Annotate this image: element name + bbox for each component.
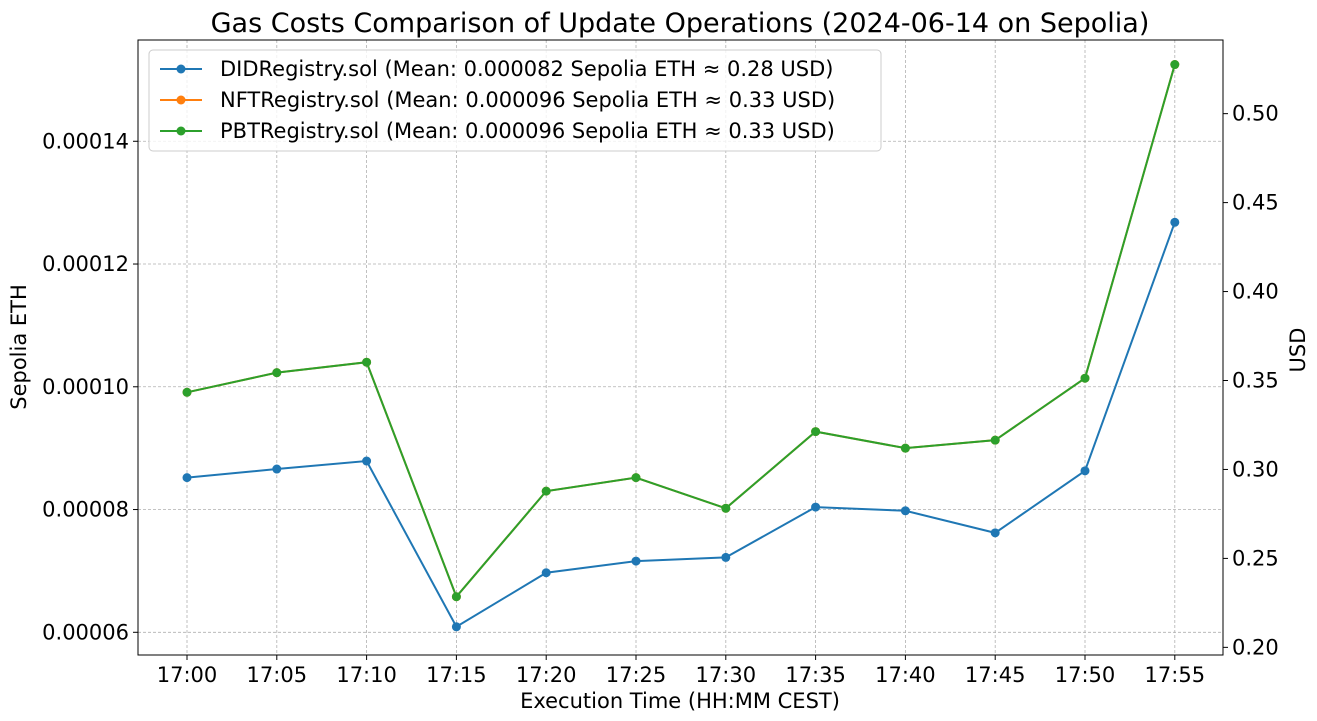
legend-box	[148, 49, 882, 152]
legend-entry: PBTRegistry.sol (Mean: 0.000096 Sepolia …	[160, 119, 835, 143]
legend-marker	[176, 126, 186, 136]
x-tick-label: 17:15	[426, 663, 487, 687]
series-2	[182, 60, 1180, 602]
legend-label: NFTRegistry.sol (Mean: 0.000096 Sepolia …	[220, 88, 835, 112]
x-tick-label: 17:55	[1145, 663, 1206, 687]
x-tick-label: 17:20	[516, 663, 577, 687]
data-point	[990, 528, 1000, 538]
data-point	[541, 568, 551, 578]
data-point	[451, 592, 461, 602]
data-point	[811, 502, 821, 512]
data-point	[182, 473, 192, 483]
series-lines	[182, 60, 1180, 632]
legend-entry: NFTRegistry.sol (Mean: 0.000096 Sepolia …	[160, 88, 835, 112]
y2-tick-label: 0.30	[1232, 457, 1279, 481]
x-tick-label: 17:10	[336, 663, 397, 687]
data-point	[1080, 373, 1090, 383]
legend-entry: DIDRegistry.sol (Mean: 0.000082 Sepolia …	[160, 57, 834, 81]
x-tick-label: 17:00	[157, 663, 218, 687]
data-point	[900, 443, 910, 453]
data-point	[272, 464, 282, 474]
y2-tick-label: 0.20	[1232, 635, 1279, 659]
legend-label: DIDRegistry.sol (Mean: 0.000082 Sepolia …	[220, 57, 834, 81]
data-point	[362, 357, 372, 367]
x-axis-label: Execution Time (HH:MM CEST)	[520, 689, 840, 713]
x-tick-label: 17:30	[696, 663, 757, 687]
y-tick-label: 0.00008	[42, 498, 129, 522]
y-tick-label: 0.00014	[42, 129, 129, 153]
data-point	[721, 503, 731, 513]
x-tick-label: 17:40	[875, 663, 936, 687]
data-point	[990, 435, 1000, 445]
y-axis-ticks: 0.00006 0.00008 0.00010 0.00012 0.00014	[42, 129, 138, 644]
y-tick-label: 0.00010	[42, 375, 129, 399]
x-tick-label: 17:45	[965, 663, 1026, 687]
data-point	[362, 456, 372, 466]
data-point	[721, 552, 731, 562]
data-point	[451, 622, 461, 632]
series-0	[182, 217, 1180, 632]
y2-tick-label: 0.40	[1232, 280, 1279, 304]
x-tick-label: 17:50	[1055, 663, 1116, 687]
x-tick-label: 17:35	[785, 663, 846, 687]
legend-label: PBTRegistry.sol (Mean: 0.000096 Sepolia …	[220, 119, 835, 143]
data-point	[1080, 466, 1090, 476]
x-tick-label: 17:25	[606, 663, 667, 687]
data-point	[182, 387, 192, 397]
data-point	[631, 556, 641, 566]
y-tick-label: 0.00006	[42, 620, 129, 644]
y2-axis-label: USD	[1286, 328, 1310, 373]
series-line	[186, 221, 1176, 629]
y2-axis-ticks: 0.20 0.25 0.30 0.35 0.40 0.45 0.50	[1223, 102, 1279, 659]
x-tick-label: 17:05	[247, 663, 308, 687]
legend-marker	[176, 95, 186, 105]
plot-frame	[137, 39, 1224, 656]
y2-tick-label: 0.50	[1232, 102, 1279, 126]
x-axis-ticks: 17:00 17:05 17:10 17:15 17:20 17:25 17:30 17:35…	[157, 655, 1205, 687]
data-point	[1170, 217, 1180, 227]
chart-title: Gas Costs Comparison of Update Operation…	[211, 8, 1150, 39]
data-point	[541, 486, 551, 496]
data-point	[900, 506, 910, 516]
data-point	[1170, 60, 1180, 70]
data-point	[272, 368, 282, 378]
y2-tick-label: 0.35	[1232, 369, 1279, 393]
legend-marker	[176, 64, 186, 74]
y-tick-label: 0.00012	[42, 252, 129, 276]
data-point	[811, 427, 821, 437]
y2-tick-label: 0.25	[1232, 546, 1279, 570]
y-axis-label: Sepolia ETH	[7, 284, 31, 410]
data-point	[631, 473, 641, 483]
y2-tick-label: 0.45	[1232, 191, 1279, 215]
legend: DIDRegistry.sol (Mean: 0.000082 Sepolia …	[148, 49, 882, 152]
series-line	[186, 64, 1176, 599]
